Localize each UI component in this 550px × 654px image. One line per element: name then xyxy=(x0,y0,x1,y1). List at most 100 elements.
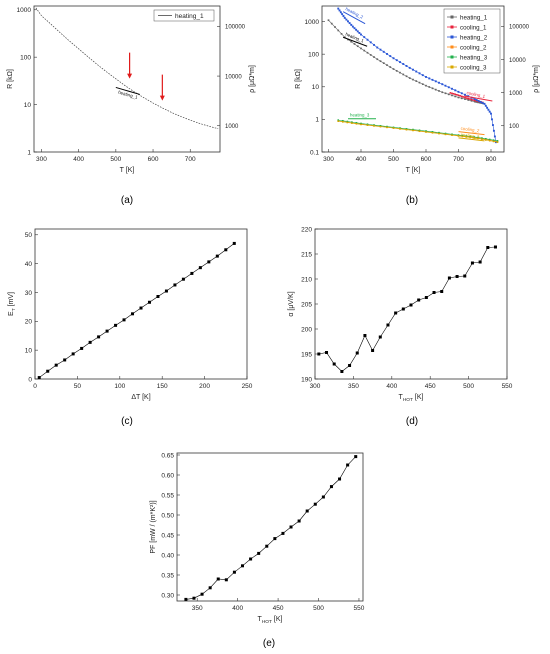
data-point xyxy=(432,291,436,294)
data-point xyxy=(114,323,118,327)
panel-caption-b: (b) xyxy=(406,195,418,206)
data-point xyxy=(485,139,487,141)
data-point xyxy=(386,125,388,128)
legend-marker xyxy=(450,45,454,49)
y-right-tick-label: 10000 xyxy=(509,58,526,64)
data-point xyxy=(207,260,211,264)
data-point xyxy=(392,57,395,60)
data-point xyxy=(421,74,424,77)
data-point xyxy=(451,134,453,136)
x-tick-label: 300 xyxy=(36,156,47,163)
data-point xyxy=(408,66,411,69)
y-tick-label: 1000 xyxy=(17,7,32,14)
data-point xyxy=(399,127,401,129)
data-point xyxy=(479,100,482,103)
data-point xyxy=(465,97,468,99)
data-point xyxy=(376,58,379,61)
data-point xyxy=(265,544,269,548)
data-point xyxy=(401,307,405,311)
y-tick-label: 20 xyxy=(25,319,33,326)
data-point xyxy=(355,351,359,355)
data-point xyxy=(485,137,487,140)
data-point xyxy=(382,50,385,53)
x-tick-label: 0 xyxy=(33,383,37,390)
data-point xyxy=(341,13,344,16)
direction-arrow xyxy=(458,137,485,142)
data-point xyxy=(224,248,228,252)
data-point xyxy=(395,59,398,62)
x-tick-label: 400 xyxy=(356,156,367,163)
data-point xyxy=(345,18,348,21)
y-tick-label: 200 xyxy=(301,326,312,333)
plot-frame xyxy=(33,5,221,153)
data-point xyxy=(353,27,356,30)
data-point xyxy=(63,358,67,362)
data-point xyxy=(350,23,353,26)
data-point xyxy=(460,92,463,95)
data-point xyxy=(340,33,343,35)
x-axis-label: T [K] xyxy=(406,167,421,174)
y-tick-label: 1000 xyxy=(305,19,320,26)
data-point xyxy=(469,135,471,138)
legend-label: heating_2 xyxy=(460,34,488,41)
data-point xyxy=(454,95,457,98)
data-point xyxy=(353,43,356,45)
data-point xyxy=(131,312,135,316)
data-point xyxy=(340,370,344,373)
data-point xyxy=(464,98,466,100)
data-point xyxy=(415,70,418,73)
data-point xyxy=(477,136,479,139)
y-axis-label: PF [mW / (m*K²)] xyxy=(150,500,157,553)
data-point xyxy=(405,64,408,67)
data-point xyxy=(338,9,341,12)
annotation-label: cooling_1 xyxy=(466,90,486,99)
plot-frame xyxy=(176,452,364,602)
data-point xyxy=(467,99,470,101)
data-point xyxy=(405,75,408,78)
data-point xyxy=(493,135,496,138)
data-point xyxy=(431,87,434,90)
data-point xyxy=(376,46,379,49)
x-axis-label: T [K] xyxy=(120,167,135,174)
data-point xyxy=(46,369,50,373)
data-point xyxy=(477,101,479,104)
x-tick-label: 300 xyxy=(310,383,321,390)
x-tick-label: 300 xyxy=(323,156,334,163)
data-point xyxy=(469,98,471,100)
data-point xyxy=(297,519,301,523)
data-point xyxy=(337,7,340,10)
data-point xyxy=(348,364,352,367)
data-point xyxy=(355,122,358,125)
data-point xyxy=(399,128,401,130)
data-point xyxy=(139,306,143,310)
data-point xyxy=(379,48,382,51)
data-point xyxy=(456,93,458,96)
direction-arrow xyxy=(342,36,368,47)
y-right-tick-label: 1000 xyxy=(225,124,239,130)
data-point xyxy=(399,61,401,64)
data-point xyxy=(355,121,358,124)
data-point xyxy=(486,246,490,249)
data-point xyxy=(405,128,408,130)
data-point xyxy=(366,124,369,126)
data-point xyxy=(382,62,385,64)
data-point xyxy=(491,118,493,121)
data-point xyxy=(418,81,421,84)
data-point xyxy=(487,108,490,111)
data-point xyxy=(216,577,220,581)
data-point xyxy=(351,122,353,124)
data-point xyxy=(475,99,478,101)
data-point xyxy=(444,84,447,87)
data-point xyxy=(366,38,369,41)
data-point xyxy=(477,137,479,140)
series-line-data xyxy=(185,456,356,600)
data-point xyxy=(122,318,126,322)
data-point xyxy=(412,128,414,131)
data-point xyxy=(351,121,353,123)
data-point xyxy=(441,83,444,86)
data-point xyxy=(431,78,434,81)
data-point xyxy=(457,94,460,97)
data-point xyxy=(492,139,495,141)
data-point xyxy=(440,290,444,293)
